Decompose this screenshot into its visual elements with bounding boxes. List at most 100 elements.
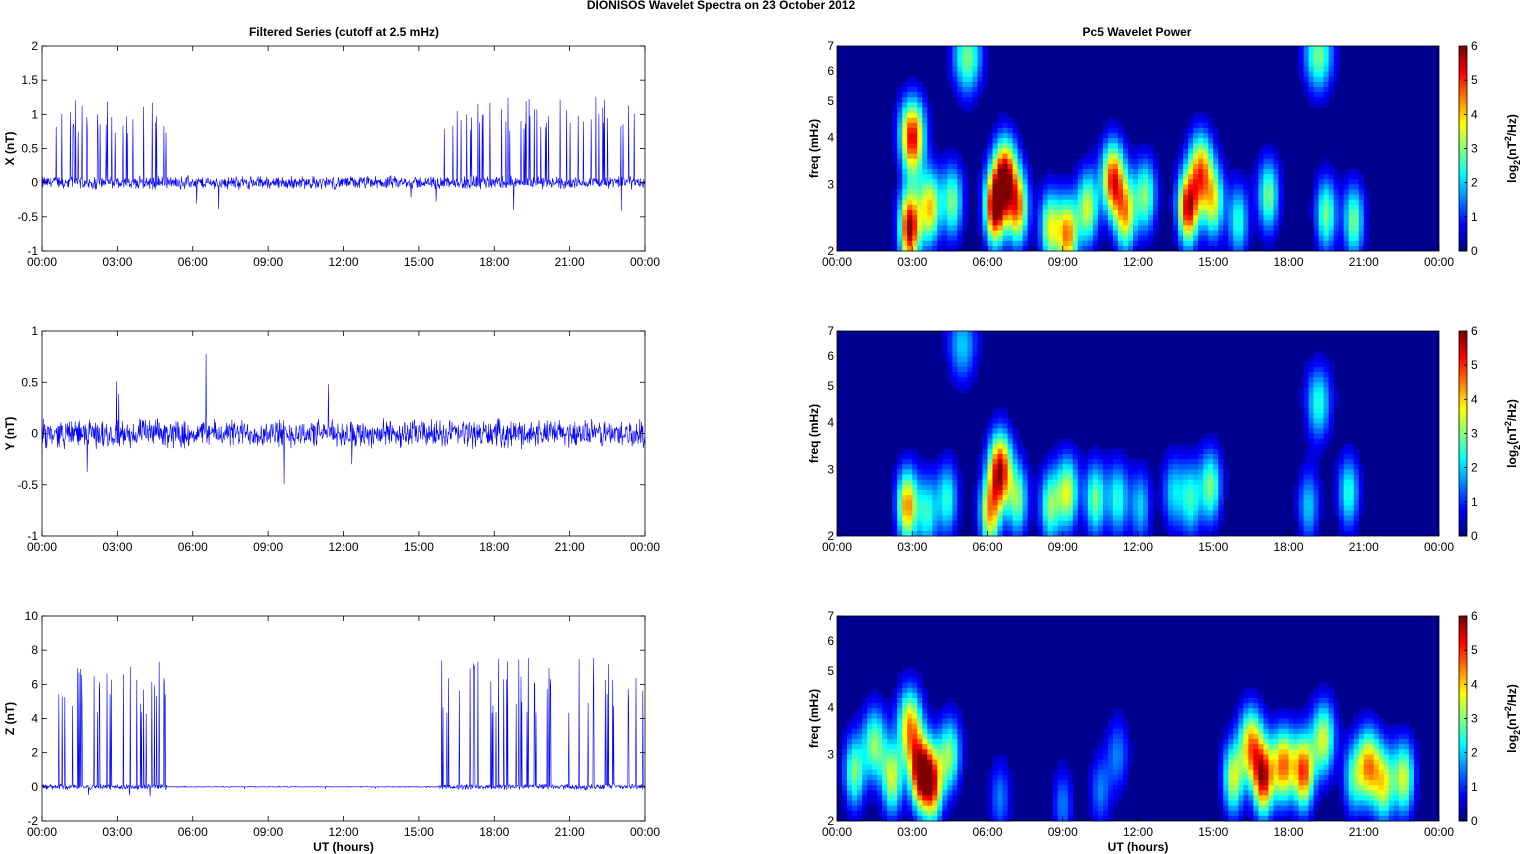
power-cell bbox=[1213, 459, 1219, 465]
power-cell bbox=[937, 204, 943, 211]
power-cell bbox=[952, 713, 958, 719]
power-cell bbox=[947, 448, 953, 455]
power-cell bbox=[1228, 240, 1234, 247]
power-cell bbox=[937, 210, 943, 216]
power-cell bbox=[927, 153, 933, 160]
power-cell bbox=[917, 158, 923, 165]
power-cell bbox=[922, 169, 928, 175]
power-cell bbox=[1072, 215, 1079, 221]
power-cell bbox=[1258, 713, 1264, 719]
power-cell bbox=[1248, 800, 1254, 807]
power-cell bbox=[1233, 220, 1239, 226]
power-cell bbox=[857, 810, 863, 817]
power-cell bbox=[897, 128, 903, 134]
power-cell bbox=[1143, 199, 1149, 206]
power-cell bbox=[897, 687, 903, 694]
power-cell bbox=[1333, 46, 1340, 52]
power-cell bbox=[1032, 210, 1039, 216]
power-cell bbox=[1092, 210, 1099, 216]
power-cell bbox=[962, 372, 968, 378]
power-cell bbox=[1057, 774, 1064, 781]
power-cell bbox=[1122, 749, 1129, 755]
power-cell bbox=[1173, 184, 1179, 190]
power-cell bbox=[1117, 759, 1124, 766]
power-cell bbox=[1308, 744, 1314, 750]
power-cell bbox=[1188, 215, 1194, 221]
power-cell bbox=[892, 530, 898, 537]
power-cell bbox=[887, 703, 893, 709]
power-cell bbox=[1333, 184, 1340, 190]
power-cell bbox=[1348, 495, 1355, 501]
y-tick-label: 8 bbox=[31, 643, 38, 657]
power-cell bbox=[957, 774, 963, 781]
y-tick-label: -1 bbox=[27, 244, 38, 258]
power-cell bbox=[1208, 215, 1214, 221]
power-cell bbox=[977, 230, 983, 237]
power-cell bbox=[917, 92, 923, 98]
power-cell bbox=[972, 520, 978, 527]
power-cell bbox=[1243, 204, 1249, 211]
power-cell bbox=[877, 744, 883, 750]
power-cell bbox=[907, 179, 913, 185]
power-cell bbox=[1183, 128, 1189, 134]
power-cell bbox=[992, 194, 998, 201]
power-cell bbox=[1313, 438, 1319, 445]
power-cell bbox=[942, 346, 948, 352]
power-cell bbox=[1318, 392, 1325, 399]
power-cell bbox=[1198, 438, 1204, 445]
power-cell bbox=[1233, 780, 1239, 786]
colorbar-segment bbox=[1459, 110, 1467, 114]
colorbar-segment bbox=[1459, 228, 1467, 233]
power-cell bbox=[1338, 520, 1345, 527]
power-cell bbox=[937, 723, 943, 730]
power-cell bbox=[1268, 179, 1274, 185]
power-cell bbox=[1067, 199, 1074, 206]
power-cell bbox=[1253, 800, 1259, 807]
power-cell bbox=[1323, 87, 1330, 93]
power-cell bbox=[957, 520, 963, 527]
power-cell bbox=[1358, 479, 1365, 486]
power-cell bbox=[847, 785, 853, 791]
power-cell bbox=[1037, 525, 1044, 532]
power-cell bbox=[977, 336, 983, 342]
power-cell bbox=[1328, 71, 1335, 78]
power-cell bbox=[1052, 194, 1059, 201]
power-cell bbox=[1188, 484, 1194, 491]
power-cell bbox=[842, 774, 848, 781]
power-cell bbox=[1243, 759, 1249, 766]
colorbar-segment bbox=[1459, 503, 1467, 508]
power-cell bbox=[1323, 377, 1330, 383]
power-cell bbox=[1072, 515, 1079, 522]
power-cell bbox=[1037, 464, 1044, 470]
power-cell bbox=[1238, 718, 1244, 725]
x-tick-label: 12:00 bbox=[1123, 540, 1153, 554]
power-cell bbox=[1047, 459, 1054, 465]
power-cell bbox=[1358, 505, 1365, 511]
power-cell bbox=[1107, 520, 1114, 527]
power-cell bbox=[1278, 810, 1284, 817]
power-cell bbox=[1092, 189, 1099, 196]
power-cell bbox=[1298, 61, 1304, 67]
power-cell bbox=[1117, 148, 1124, 155]
power-cell bbox=[1193, 245, 1199, 252]
power-cell bbox=[1027, 235, 1034, 242]
power-cell bbox=[1298, 774, 1304, 781]
power-cell bbox=[942, 708, 948, 714]
power-cell bbox=[837, 769, 843, 776]
power-cell bbox=[947, 341, 953, 347]
power-cell bbox=[1323, 392, 1330, 399]
power-cell bbox=[1052, 245, 1059, 252]
power-cell bbox=[1253, 805, 1259, 812]
power-cell bbox=[1198, 230, 1204, 237]
power-cell bbox=[912, 163, 918, 170]
power-cell bbox=[997, 810, 1003, 817]
power-cell bbox=[1293, 759, 1299, 766]
power-cell bbox=[1253, 795, 1259, 801]
power-cell bbox=[887, 713, 893, 719]
power-cell bbox=[912, 790, 918, 796]
power-cell bbox=[962, 174, 968, 180]
power-cell bbox=[992, 235, 998, 242]
power-cell bbox=[907, 153, 913, 160]
power-cell bbox=[1343, 479, 1350, 486]
power-cell bbox=[1007, 158, 1013, 165]
